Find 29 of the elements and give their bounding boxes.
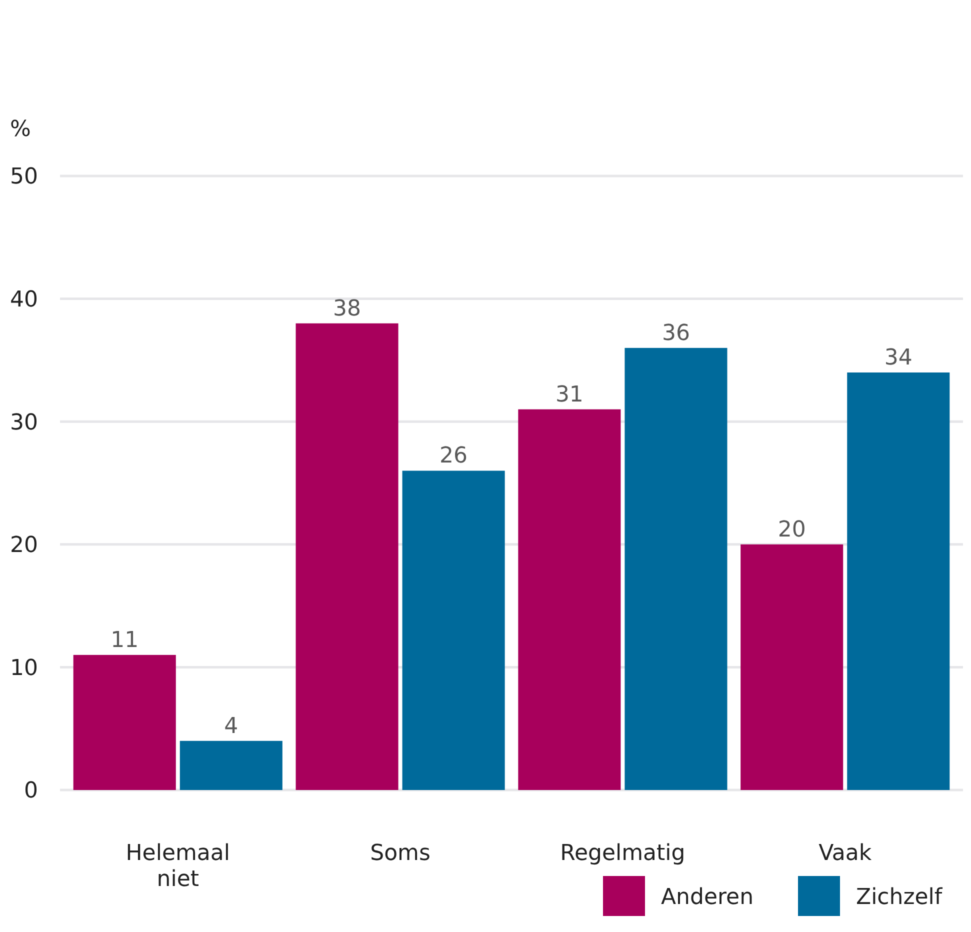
legend-label: Anderen [661,885,754,910]
bar [73,654,176,790]
bar [402,470,505,790]
y-tick-label: 20 [10,533,38,558]
bar [740,544,844,790]
x-tick-label: Regelmatig [560,841,686,866]
y-tick-label: 40 [10,288,38,312]
y-tick-label: 50 [10,164,38,190]
y-axis-title: % [10,117,31,142]
data-label: 38 [333,296,362,322]
data-label: 11 [110,628,139,653]
x-tick-label: Soms [370,841,430,866]
bar [847,372,950,790]
legend-label: Zichzelf [856,885,944,910]
x-tick-label: Vaak [818,841,872,866]
bar [296,323,398,790]
bar [624,348,728,790]
y-tick-label: 0 [24,778,38,804]
data-label: 36 [662,320,690,346]
bar [180,740,282,790]
data-label: 4 [224,714,238,739]
data-label: 20 [778,517,806,542]
data-label: 34 [884,345,912,370]
x-tick-label: Helemaal niet [126,841,230,892]
y-tick-label: 10 [10,656,38,681]
y-tick-label: 30 [10,410,38,436]
bar [518,409,621,790]
data-label: 31 [555,382,584,408]
data-label: 26 [440,444,468,469]
